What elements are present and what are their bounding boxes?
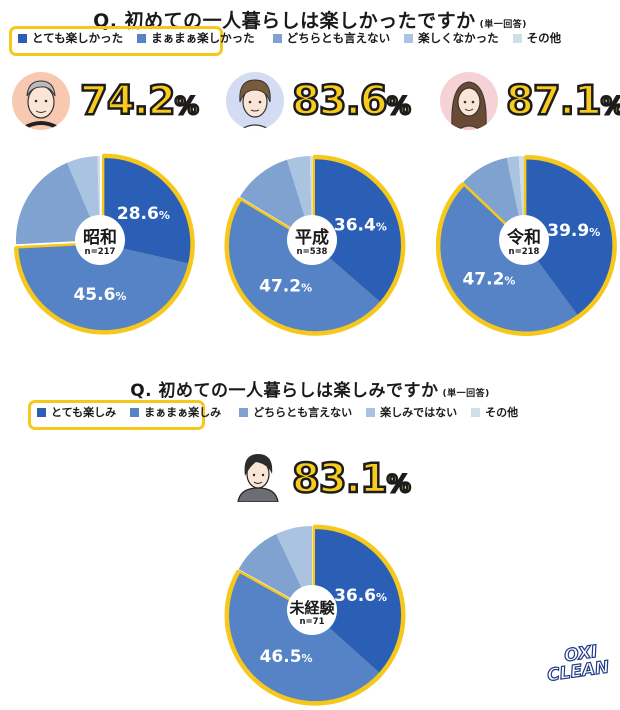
pie-slice xyxy=(239,159,312,240)
swatch-icon xyxy=(366,407,376,417)
legend-label: その他 xyxy=(485,406,519,419)
q1-legend-highlight xyxy=(9,26,223,56)
group-label: 昭和 xyxy=(83,228,117,248)
slice-label: 39.9% xyxy=(547,221,600,241)
legend-item-other: その他 xyxy=(471,404,518,420)
swatch-icon xyxy=(137,33,147,43)
pct-sign: % xyxy=(599,91,620,122)
avatar-heisei-person-icon xyxy=(226,72,284,130)
q2-title: Q. 初めての一人暮らしは楽しみですか (単一回答) xyxy=(0,376,620,401)
swatch-icon xyxy=(18,33,27,43)
swatch-icon xyxy=(239,407,249,417)
swatch-icon xyxy=(512,33,522,43)
q1-note: (単一回答) xyxy=(479,20,527,30)
pie-slice xyxy=(18,244,189,331)
legend-label: どちらとも言えない xyxy=(286,31,391,45)
oxiclean-logo: OXI CLEAN xyxy=(545,641,611,686)
swatch-icon xyxy=(272,33,282,43)
legend-item-neutral: どちらとも言えない xyxy=(239,404,352,420)
center-label-circle xyxy=(75,215,125,265)
legend-label: まぁまぁ楽しみ xyxy=(144,406,222,419)
group-label: 未経験 xyxy=(288,599,335,617)
slice-label: 36.4% xyxy=(334,216,387,236)
swatch-icon xyxy=(404,33,414,43)
slice-label: 47.2% xyxy=(259,277,312,297)
sample-size: n=217 xyxy=(85,247,116,257)
showa-total-value: 74.2 xyxy=(79,77,177,126)
avatar-showa-man-icon xyxy=(12,72,70,130)
legend-item-very: とても楽しみ xyxy=(37,404,116,420)
sample-size: n=538 xyxy=(297,247,328,257)
q1-legend: とても楽しかった まぁまぁ楽しかった どちらとも言えない 楽しくなかった その他 xyxy=(18,30,575,46)
avatar-reiwa-woman-icon xyxy=(440,72,498,130)
slice-label: 45.6% xyxy=(73,285,126,305)
q2-legend: とても楽しみ まぁまぁ楽しみ どちらとも言えない 楽しみではない その他 xyxy=(37,404,532,420)
legend-item-somewhat: まぁまぁ楽しみ xyxy=(130,404,221,420)
pct-sign: % xyxy=(385,469,412,500)
slice-label: 36.6% xyxy=(334,586,387,606)
pie-chart-showa: 28.6% 45.6% 昭和n=217 xyxy=(13,153,195,335)
legend-item-somewhat: まぁまぁ楽しかった xyxy=(137,30,255,46)
q2-legend-highlight xyxy=(28,400,205,430)
pie-chart-heisei: 36.4% 47.2% 平成n=538 xyxy=(224,154,406,336)
legend-label: とても楽しみ xyxy=(51,406,117,419)
group-label: 平成 xyxy=(295,227,329,248)
q2-title-text: Q. 初めての一人暮らしは楽しみですか xyxy=(130,381,439,401)
group-label: 令和 xyxy=(507,227,541,248)
showa-total-pct: 74.2% xyxy=(79,77,200,126)
pie-slice xyxy=(526,159,613,315)
center-label-circle xyxy=(287,585,337,635)
pie-slice xyxy=(104,158,191,264)
legend-label: 楽しくなかった xyxy=(418,31,499,45)
legend-item-very: とても楽しかった xyxy=(18,30,123,46)
swatch-icon xyxy=(37,407,46,417)
slice-label: 47.2% xyxy=(462,270,515,290)
center-label-circle xyxy=(287,215,337,265)
pie-chart-reiwa: 39.9% 47.2% 令和n=218 xyxy=(435,155,617,336)
none-total-pct: 83.1% xyxy=(291,455,412,504)
legend-item-not: 楽しくなかった xyxy=(404,30,499,46)
sample-size: n=218 xyxy=(509,247,540,257)
legend-label: とても楽しかった xyxy=(32,31,124,45)
pct-sign: % xyxy=(385,91,412,122)
pie-slice xyxy=(229,573,380,702)
slice-label: 46.5% xyxy=(260,647,313,667)
legend-label: 楽しみではない xyxy=(380,406,458,419)
legend-item-other: その他 xyxy=(512,30,562,46)
heisei-total-value: 83.6 xyxy=(291,77,389,126)
reiwa-total-pct: 87.1% xyxy=(505,77,620,126)
pie-slice xyxy=(228,200,380,332)
reiwa-total-value: 87.1 xyxy=(505,77,603,126)
heisei-total-pct: 83.6% xyxy=(291,77,412,126)
legend-item-neutral: どちらとも言えない xyxy=(272,30,391,46)
pct-sign: % xyxy=(173,91,200,122)
swatch-icon xyxy=(471,407,481,417)
legend-item-not: 楽しみではない xyxy=(366,404,457,420)
legend-label: その他 xyxy=(526,31,562,45)
legend-label: まぁまぁ楽しかった xyxy=(151,31,255,45)
legend-label: どちらとも言えない xyxy=(253,406,353,419)
slice-label: 28.6% xyxy=(117,204,170,224)
pie-slice xyxy=(315,529,402,673)
avatar-unexperienced-man-icon xyxy=(232,450,284,502)
pie-slice xyxy=(238,533,312,610)
sample-size: n=71 xyxy=(299,617,324,627)
swatch-icon xyxy=(130,407,140,417)
pie-slice xyxy=(463,157,524,240)
center-label-circle xyxy=(499,215,549,265)
pie-slice xyxy=(16,162,100,245)
pie-slice xyxy=(314,159,401,302)
q2-note: (単一回答) xyxy=(442,389,490,399)
none-total-value: 83.1 xyxy=(291,455,389,504)
